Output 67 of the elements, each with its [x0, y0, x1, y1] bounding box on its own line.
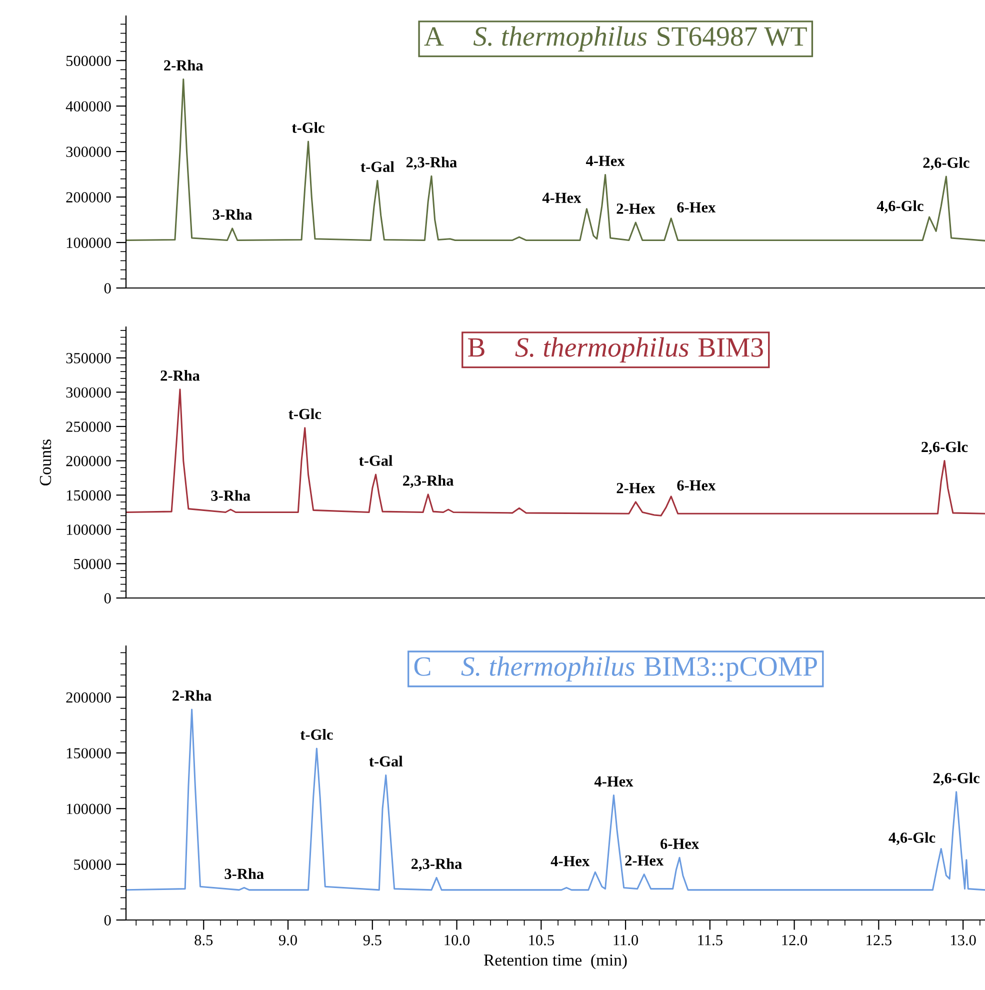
y-tick-label: 0 [104, 283, 111, 294]
annotation: 2,6-Glc [922, 441, 968, 454]
annotation: 4,6-Glc [876, 200, 924, 214]
annotation: 2,3-Rha [403, 474, 454, 488]
annotation: t-Gal [360, 161, 394, 172]
annotation: 6-Hex [660, 838, 699, 849]
x-tick-label: 12.0 [782, 935, 808, 946]
line-series [126, 708, 985, 891]
x-tick-label: 8.5 [194, 935, 213, 946]
y-tick-label: 150000 [66, 748, 111, 758]
line-series [126, 388, 985, 516]
annotation: 6-Hex [677, 202, 716, 213]
annotation: t-Gal [359, 455, 392, 466]
y-tick-label: 100000 [66, 524, 111, 535]
y-tick-label: 200000 [66, 456, 111, 466]
annotation: 4,6-Glc [888, 832, 936, 846]
x-tick-label: 9.0 [278, 935, 297, 946]
annotation: 2,3-Rha [411, 858, 462, 872]
y-tick-label: 0 [104, 593, 111, 604]
y-axis-title: Counts [40, 439, 52, 486]
y-tick-label: 250000 [66, 422, 111, 432]
x-tick-label: 12.5 [866, 935, 892, 946]
y-tick-label: 150000 [66, 490, 111, 501]
annotation: 2-Rha [172, 690, 212, 701]
y-tick-label: 0 [104, 915, 111, 926]
annotation: t-Gal [369, 756, 403, 767]
y-tick-label: 350000 [66, 353, 111, 364]
x-tick-label: 10.5 [529, 935, 554, 946]
y-tick-label: 400000 [66, 101, 111, 112]
y-tick-label: 200000 [66, 692, 111, 703]
y-tick-label: 500000 [66, 56, 111, 66]
x-tick-label: 11.5 [698, 935, 722, 946]
chart-title: A S. thermophilus ST64987 WT [424, 26, 807, 52]
annotation: t-Glc [300, 729, 333, 740]
chart-title: B S. thermophilus BIM3 [468, 337, 763, 362]
chart-title: C S. thermophilus BIM3::pCOMP [414, 656, 817, 682]
annotation: 3-Rha [211, 490, 250, 501]
annotation: 2,3-Rha [406, 156, 457, 170]
annotation: 4-Hex [586, 156, 625, 166]
y-tick-label: 100000 [66, 238, 111, 248]
annotation: 4-Hex [594, 776, 634, 787]
x-tick-label: 9.5 [363, 935, 382, 946]
annotation: 6-Hex [677, 480, 716, 491]
x-tick-label: 13.0 [951, 935, 976, 946]
line-series [126, 78, 985, 242]
y-tick-label: 200000 [66, 192, 111, 202]
annotation: 3-Rha [212, 209, 252, 220]
y-tick-label: 50000 [74, 859, 111, 870]
annotation: 2-Rha [160, 370, 200, 381]
annotation: 2-Rha [164, 60, 204, 71]
annotation: 2-Hex [616, 483, 656, 494]
annotation: 2-Hex [625, 855, 664, 866]
annotation: 4-Hex [542, 192, 582, 203]
annotation: t-Glc [292, 122, 324, 133]
annotation: 2,6-Glc [933, 772, 980, 786]
x-tick-label: 11.0 [614, 935, 638, 946]
x-axis-title: Retention time (min) [484, 954, 627, 970]
x-tick-label: 10.0 [444, 935, 470, 946]
y-tick-label: 50000 [74, 558, 111, 570]
annotation: t-Glc [288, 408, 322, 420]
y-tick-label: 100000 [66, 804, 111, 814]
y-tick-label: 300000 [66, 387, 111, 398]
annotation: 4-Hex [550, 856, 590, 866]
annotation: 2,6-Glc [923, 157, 970, 170]
y-tick-label: 300000 [66, 146, 111, 157]
annotation: 3-Rha [224, 868, 264, 880]
annotation: 2-Hex [616, 204, 656, 214]
